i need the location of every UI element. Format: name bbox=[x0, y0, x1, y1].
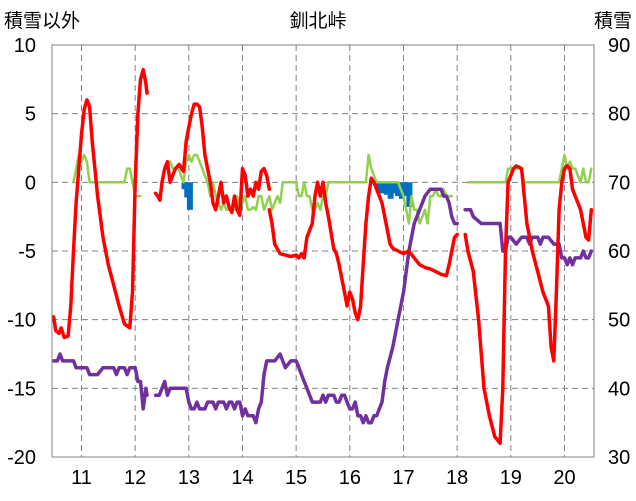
blue-bar bbox=[395, 182, 402, 197]
blue-bar bbox=[387, 182, 394, 199]
red-series-line bbox=[153, 102, 272, 218]
blue-bar bbox=[376, 182, 383, 194]
blue-bar bbox=[186, 182, 193, 210]
plot-frame bbox=[51, 44, 595, 458]
chart-title: 釧北峠 bbox=[289, 10, 346, 32]
y-left-tick-label: 10 bbox=[14, 35, 36, 57]
y-right-tick-label: 90 bbox=[608, 35, 630, 57]
y-right-tick-label: 50 bbox=[608, 310, 630, 332]
y-right-tick-label: 70 bbox=[608, 172, 630, 194]
series-lines bbox=[51, 67, 594, 446]
y-left-tick-label: 0 bbox=[25, 172, 36, 194]
x-tick-label: 15 bbox=[285, 467, 307, 489]
blue-bar bbox=[402, 182, 409, 197]
x-tick-label: 18 bbox=[446, 467, 468, 489]
y-left-tick-label: -5 bbox=[18, 241, 36, 263]
blue-bar bbox=[383, 182, 390, 195]
left-axis-title: 積雪以外 bbox=[4, 10, 80, 32]
right-axis-title: 積雪 bbox=[594, 10, 632, 32]
blue-bar bbox=[380, 182, 387, 194]
red-series-line bbox=[463, 164, 594, 446]
blue-bar bbox=[406, 182, 413, 208]
y-right-tick-label: 60 bbox=[608, 241, 630, 263]
x-tick-label: 13 bbox=[178, 467, 200, 489]
x-tick-label: 20 bbox=[553, 467, 575, 489]
y-right-tick-label: 80 bbox=[608, 104, 630, 126]
x-tick-label: 12 bbox=[124, 467, 146, 489]
y-right-tick-label: 40 bbox=[608, 378, 630, 400]
y-left-tick-label: -15 bbox=[7, 378, 36, 400]
x-tick-label: 14 bbox=[231, 467, 253, 489]
green-series-line bbox=[160, 153, 454, 225]
y-right-tick-label: 30 bbox=[608, 447, 630, 469]
green-series-line bbox=[466, 153, 593, 184]
y-left-tick-label: 5 bbox=[25, 104, 36, 126]
y-left-tick-label: -10 bbox=[7, 310, 36, 332]
x-tick-label: 17 bbox=[392, 467, 414, 489]
red-series-line bbox=[51, 67, 149, 340]
x-tick-label: 19 bbox=[500, 467, 522, 489]
x-tick-label: 16 bbox=[339, 467, 361, 489]
x-tick-label: 11 bbox=[71, 467, 92, 489]
y-left-tick-label: -20 bbox=[7, 447, 36, 469]
purple-series-line bbox=[153, 187, 459, 425]
blue-bar bbox=[391, 182, 398, 194]
purple-series-line bbox=[463, 208, 594, 267]
purple-series-line bbox=[51, 352, 149, 411]
red-series-line bbox=[267, 176, 459, 322]
